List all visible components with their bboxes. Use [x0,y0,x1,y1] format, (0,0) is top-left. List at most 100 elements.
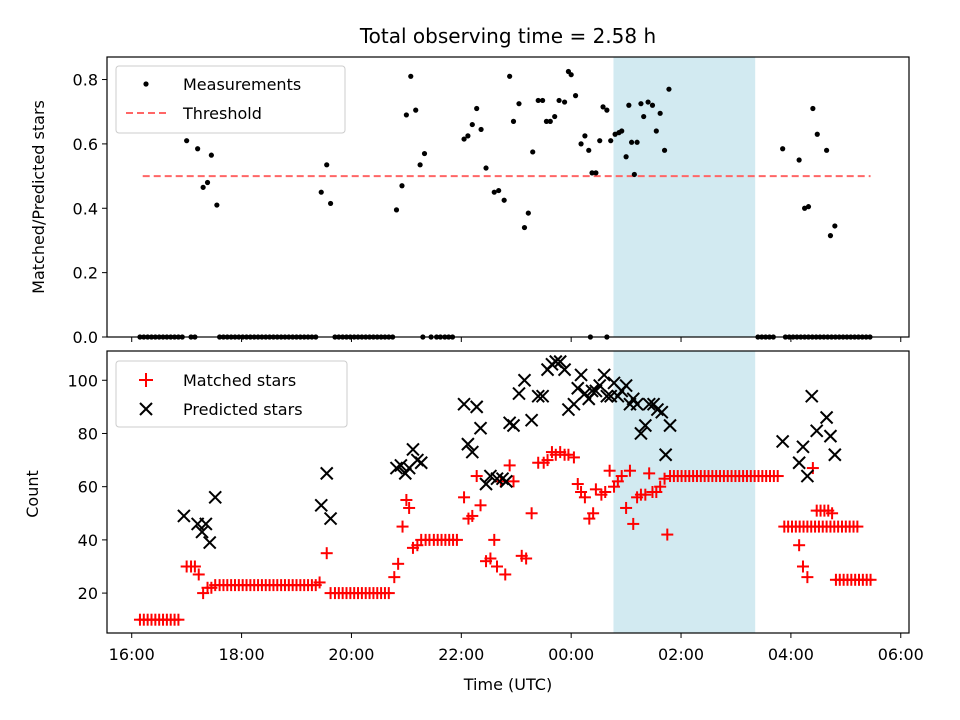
x-tick-label: 16:00 [109,645,155,664]
measurement-point [496,187,502,194]
predicted-star-point [574,368,588,382]
predicted-star-point [506,418,521,433]
measurement-point [780,146,786,152]
measurement-point [525,210,531,216]
measurement-point [561,99,568,105]
predicted-star-point [203,535,217,550]
legend-label-measurements: Measurements [183,75,301,94]
top-y-axis: 0.0 0.2 0.4 0.6 0.8 [73,71,107,347]
matched-star-point [587,507,600,520]
bottom-y-axis: 20 40 60 80 100 [67,371,107,603]
x-tick-label: 06:00 [878,645,924,664]
measurement-point [413,107,419,113]
bottom-legend: Matched stars Predicted stars [115,360,348,428]
legend-label-matched: Matched stars [183,371,296,390]
measurement-point [469,121,475,128]
predicted-star-point [524,413,539,427]
y-tick-label: 0.2 [73,264,98,283]
matched-star-point [382,587,395,600]
predicted-star-point [512,386,526,401]
x-tick-label: 04:00 [768,645,814,664]
measurement-point [491,189,497,195]
measurement-point [796,157,802,163]
matched-star-point [320,547,333,560]
measurement-point [634,139,640,145]
measurement-point [593,170,599,176]
measurement-point [208,152,214,158]
measurement-point [638,101,644,107]
y-tick-label: 60 [78,478,98,497]
predicted-star-point [810,424,824,438]
matched-star-point [806,462,819,475]
y-tick-label: 0.4 [73,199,98,218]
measurement-point [478,126,484,133]
matched-star-point [450,533,463,546]
predicted-star-point [828,448,842,462]
legend-marker-predicted [139,402,153,416]
matched-star-point [826,507,839,520]
matched-star-point [488,533,501,546]
predicted-star-point [630,397,644,411]
measurement-point [530,149,536,155]
measurement-point [641,113,647,120]
measurement-point [657,110,663,116]
matched-star-point [541,454,554,467]
matched-star-point [771,470,784,483]
predicted-star-point [406,442,420,457]
y-tick-label: 80 [78,424,98,443]
matched-star-point [589,483,602,496]
matched-star-point [851,520,864,533]
matched-star-point [188,560,201,573]
measurement-point [608,138,614,144]
predicted-star-point [796,440,810,454]
y-tick-label: 20 [78,584,98,603]
measurement-point [824,147,830,153]
measurement-point [399,183,405,189]
measurement-point [184,138,190,144]
matched-star-point [661,528,674,541]
predicted-stars-series [177,354,842,550]
predicted-star-point [655,405,669,419]
measurement-point [501,197,507,203]
chart-title: Total observing time = 2.58 h [359,24,656,48]
measurement-point [649,102,656,108]
matched-star-point [396,520,409,533]
measurement-point [623,154,629,160]
predicted-star-point [517,373,532,387]
measurement-point [556,97,562,104]
predicted-star-point [553,354,567,369]
predicted-star-point [800,469,815,483]
matched-star-point [603,464,616,477]
matched-star-point [520,552,533,565]
measurement-point [324,162,330,168]
y-tick-label: 40 [78,531,98,550]
measurement-point [204,179,211,186]
predicted-star-point [531,389,545,403]
matched-star-point [192,568,205,581]
predicted-star-point [473,421,488,435]
top-x-axis [131,337,902,342]
top-panel: 0.00.20.40.60.8 Matched/Predicted stars … [29,56,910,347]
bottom-panel: 20 40 60 80 100 16:00 18:00 20:00 22:00 00:00 02:… [23,350,924,694]
matched-star-point [562,448,575,461]
predicted-star-point [323,511,338,526]
predicted-star-point [535,389,550,403]
measurement-point [461,136,467,142]
y-tick-label: 0.8 [73,71,98,90]
matched-star-point [793,539,806,552]
matched-star-point [599,486,612,498]
measurement-point [810,105,816,112]
matched-star-point [172,613,185,626]
matched-star-point [567,451,580,464]
measurement-point [582,133,588,139]
legend-marker-matched [139,373,153,387]
predicted-star-point [465,445,480,459]
matched-star-point [507,475,520,488]
matched-star-point [864,573,877,586]
measurement-point [535,97,541,104]
predicted-star-point [208,490,222,505]
x-tick-label: 02:00 [658,645,704,664]
matched-star-point [466,509,479,522]
measurement-point [421,150,428,157]
predicted-star-point [597,368,611,382]
